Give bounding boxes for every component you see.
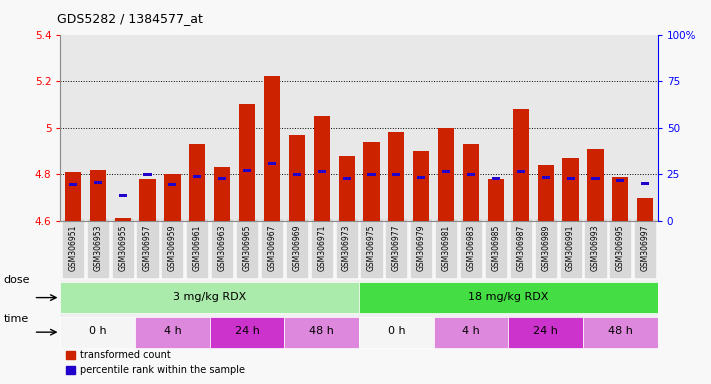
Text: 4 h: 4 h [164, 326, 181, 336]
Bar [144, 173, 151, 176]
Text: 48 h: 48 h [608, 326, 633, 336]
FancyBboxPatch shape [60, 316, 135, 348]
FancyBboxPatch shape [210, 316, 284, 348]
Bar [641, 182, 649, 185]
Bar [65, 172, 81, 221]
Bar [289, 135, 305, 221]
Bar [114, 218, 131, 221]
Bar [467, 173, 475, 176]
FancyBboxPatch shape [583, 316, 658, 348]
Bar [616, 179, 624, 182]
Bar [293, 173, 301, 176]
Bar [343, 177, 351, 180]
Text: 0 h: 0 h [89, 326, 107, 336]
Bar [193, 175, 201, 178]
Bar [417, 176, 425, 179]
Text: 3 mg/kg RDX: 3 mg/kg RDX [173, 292, 247, 302]
Bar [567, 177, 574, 180]
Text: 0 h: 0 h [387, 326, 405, 336]
FancyBboxPatch shape [284, 316, 359, 348]
Bar [538, 165, 554, 221]
Bar [119, 194, 127, 197]
Text: GDS5282 / 1384577_at: GDS5282 / 1384577_at [57, 12, 203, 25]
Bar [562, 158, 579, 221]
Bar [438, 127, 454, 221]
Bar [388, 132, 405, 221]
Bar [139, 179, 156, 221]
Bar [368, 173, 375, 176]
Bar [442, 170, 450, 174]
Bar [637, 197, 653, 221]
Bar [612, 177, 629, 221]
Bar [90, 170, 106, 221]
Text: 24 h: 24 h [235, 326, 260, 336]
Bar [338, 156, 355, 221]
Bar [314, 116, 330, 221]
FancyBboxPatch shape [359, 282, 658, 313]
Bar [513, 109, 529, 221]
Bar [214, 167, 230, 221]
Bar [69, 183, 77, 186]
Text: 24 h: 24 h [533, 326, 558, 336]
Bar [243, 169, 251, 172]
FancyBboxPatch shape [60, 282, 359, 313]
Bar [239, 104, 255, 221]
Bar [264, 76, 280, 221]
Bar [488, 179, 504, 221]
Bar [592, 177, 599, 180]
Text: 48 h: 48 h [309, 326, 334, 336]
Legend: transformed count, percentile rank within the sample: transformed count, percentile rank withi… [62, 346, 249, 379]
Bar [164, 174, 181, 221]
Bar [463, 144, 479, 221]
Bar [363, 142, 380, 221]
Bar [94, 181, 102, 184]
Bar [268, 162, 276, 165]
Bar [517, 170, 525, 174]
Bar [542, 176, 550, 179]
Bar [318, 170, 326, 174]
FancyBboxPatch shape [508, 316, 583, 348]
FancyBboxPatch shape [135, 316, 210, 348]
Text: 18 mg/kg RDX: 18 mg/kg RDX [468, 292, 549, 302]
Bar [392, 173, 400, 176]
Bar [413, 151, 429, 221]
Bar [492, 177, 500, 180]
FancyBboxPatch shape [359, 316, 434, 348]
Text: dose: dose [4, 275, 30, 285]
FancyBboxPatch shape [434, 316, 508, 348]
Bar [587, 149, 604, 221]
Text: time: time [4, 314, 29, 324]
Bar [169, 183, 176, 186]
Bar [218, 177, 226, 180]
Text: 4 h: 4 h [462, 326, 480, 336]
Bar [189, 144, 205, 221]
